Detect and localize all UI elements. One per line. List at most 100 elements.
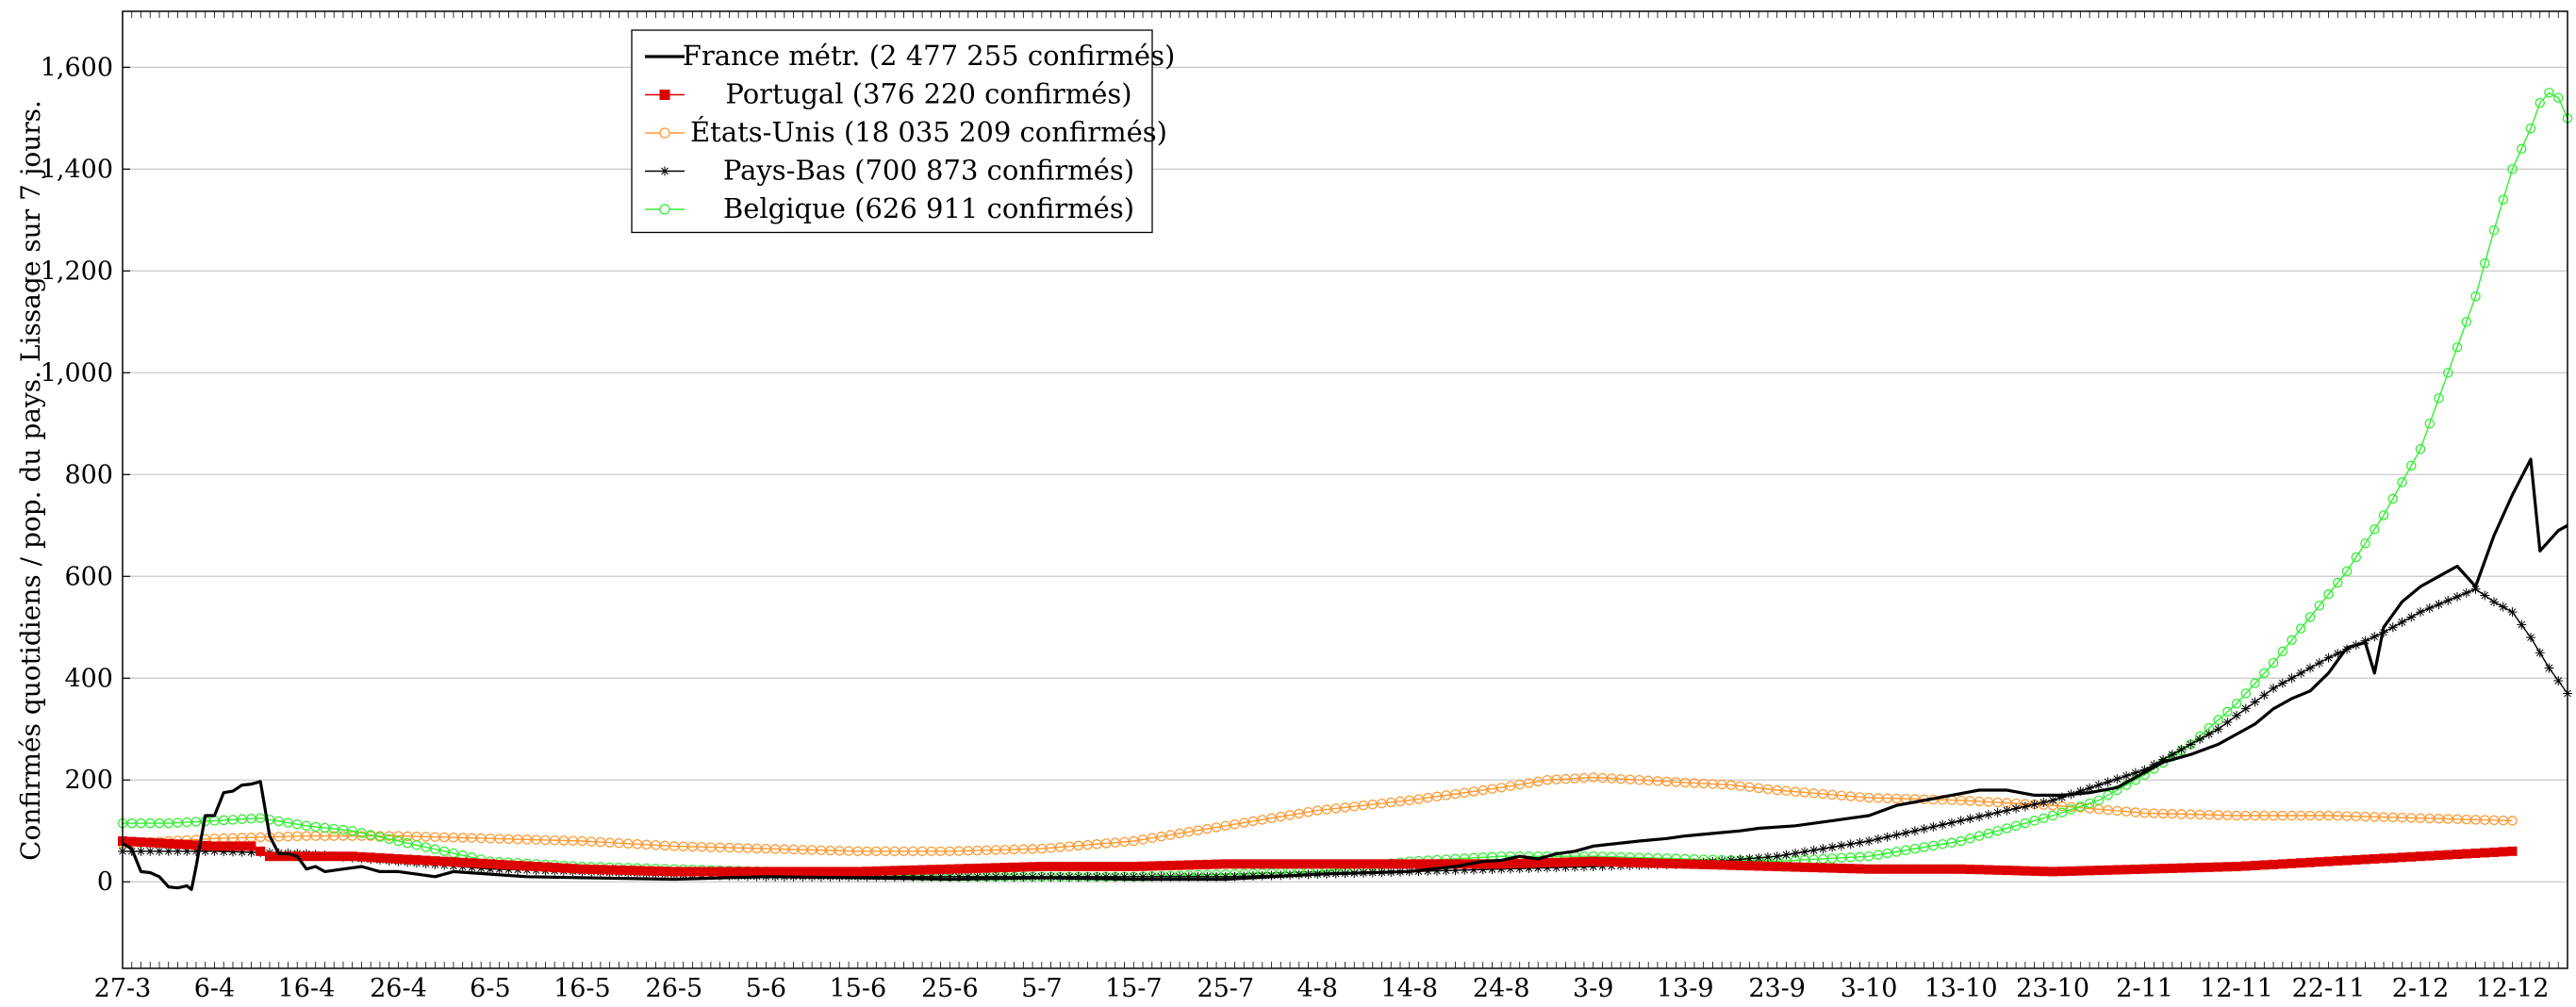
data-point — [972, 871, 983, 882]
data-point — [2213, 724, 2223, 735]
data-point — [2360, 854, 2370, 865]
data-point — [2020, 801, 2030, 812]
series-0 — [122, 457, 2568, 891]
data-point — [1992, 807, 2003, 817]
data-point — [705, 867, 716, 877]
data-point — [2231, 699, 2242, 709]
data-point — [1919, 824, 1929, 834]
data-point — [1551, 863, 1561, 873]
data-point — [1992, 825, 2003, 836]
data-point — [163, 838, 173, 849]
data-point — [1946, 817, 1957, 828]
data-point — [614, 865, 624, 875]
data-point — [1193, 871, 1203, 882]
data-point — [2093, 866, 2104, 876]
data-point — [770, 867, 781, 877]
data-point — [1744, 782, 1755, 793]
data-point — [439, 856, 450, 867]
data-point — [2176, 744, 2187, 754]
data-point — [1578, 862, 1589, 872]
data-point — [798, 867, 808, 877]
data-point — [742, 867, 752, 877]
data-point — [374, 852, 385, 863]
data-point — [1450, 859, 1461, 869]
data-point — [1431, 791, 1443, 802]
data-point — [1230, 859, 1240, 869]
data-point — [917, 871, 928, 882]
data-point — [1514, 779, 1525, 790]
series-line — [122, 457, 2568, 891]
data-point — [1358, 859, 1368, 869]
data-point — [1505, 859, 1515, 869]
data-point — [1983, 865, 1993, 875]
data-point — [2351, 855, 2361, 866]
data-point — [2360, 636, 2370, 646]
data-point — [1578, 856, 1589, 867]
data-point — [2056, 807, 2068, 818]
data-point — [2406, 851, 2417, 862]
data-point — [2075, 786, 2086, 797]
data-point — [2443, 850, 2453, 860]
data-point — [2296, 623, 2306, 634]
data-point — [1340, 859, 1350, 869]
data-point — [2480, 590, 2490, 601]
data-point — [1873, 834, 1883, 844]
data-point — [1193, 825, 1203, 835]
data-point — [338, 824, 349, 835]
data-point — [1754, 852, 1764, 863]
legend-entry: Belgique (626 911 confirmés) — [645, 192, 1134, 224]
data-point — [2002, 805, 2012, 816]
data-point — [816, 867, 826, 877]
legend: France métr. (2 477 255 confirmés) Portug… — [631, 29, 1175, 234]
data-point — [219, 841, 229, 851]
data-point — [2112, 784, 2122, 796]
data-point — [1202, 859, 1213, 869]
data-point — [190, 840, 201, 850]
data-point — [2158, 864, 2169, 874]
data-point — [1928, 864, 1939, 874]
data-point — [356, 851, 367, 862]
data-point — [1212, 859, 1222, 869]
data-point — [2093, 795, 2105, 806]
data-point — [1248, 859, 1259, 869]
data-point — [1882, 832, 1892, 842]
data-point — [1928, 821, 1939, 832]
data-point — [1147, 861, 1157, 871]
data-point — [1147, 871, 1157, 882]
data-point — [1901, 828, 1911, 838]
x-tick-label: 6-5 — [470, 974, 510, 1003]
data-point — [1431, 866, 1442, 876]
data-point — [328, 823, 339, 834]
data-point — [2323, 588, 2334, 600]
data-point — [1956, 816, 1966, 826]
x-tick-label: 15-6 — [830, 974, 887, 1003]
data-point — [2397, 617, 2407, 627]
data-point — [310, 851, 321, 862]
data-point — [1542, 857, 1552, 867]
data-point — [1863, 850, 1874, 862]
data-point — [1009, 862, 1019, 872]
data-point — [2287, 858, 2297, 868]
data-point — [1882, 864, 1892, 874]
data-point — [273, 851, 284, 862]
x-tick-label: 2-11 — [2116, 974, 2173, 1003]
data-point — [1607, 857, 1617, 867]
data-point — [1496, 859, 1507, 869]
data-point — [2323, 652, 2334, 663]
data-point — [1441, 866, 1451, 876]
legend-label: Pays-Bas (700 873 confirmés) — [723, 155, 1134, 187]
data-point — [1514, 864, 1525, 874]
data-point — [283, 817, 293, 828]
data-point — [926, 865, 936, 875]
data-point — [421, 855, 431, 866]
data-point — [2498, 847, 2508, 857]
data-point — [1322, 859, 1332, 869]
data-point — [2093, 780, 2104, 790]
data-point — [2517, 143, 2527, 155]
data-point — [1431, 859, 1442, 869]
data-point — [136, 837, 146, 848]
data-point — [2452, 850, 2463, 860]
data-point — [1735, 854, 1745, 865]
x-tick-label: 3-10 — [1841, 974, 1898, 1003]
data-point — [1946, 837, 1957, 848]
